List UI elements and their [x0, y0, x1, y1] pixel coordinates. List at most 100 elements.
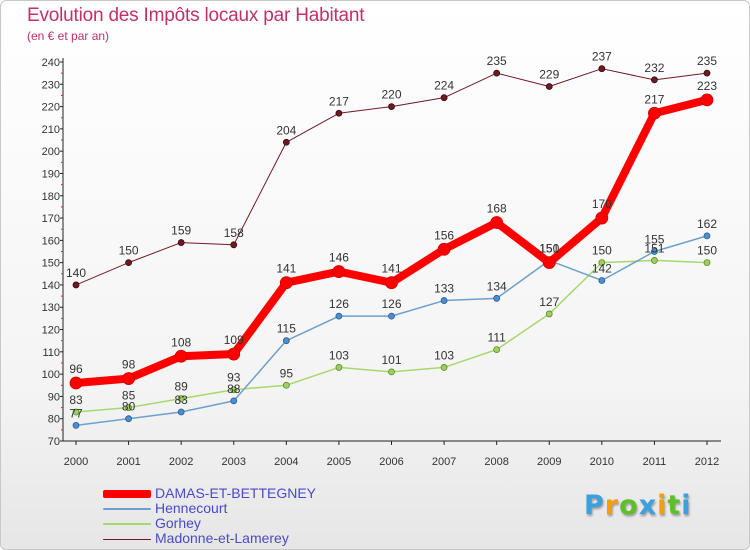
chart-subtitle: (en € et par an) [27, 29, 110, 43]
y-tick-label: 190 [42, 168, 60, 180]
logo-letter: x [638, 490, 658, 521]
data-label-gorhey: 151 [644, 241, 664, 255]
data-point-madonne-et-lamerey [598, 65, 606, 73]
data-label-madonne-et-lamerey: 159 [171, 224, 191, 238]
data-label-gorhey: 93 [227, 371, 241, 385]
x-tick-label: 2001 [116, 456, 140, 468]
data-label-hennecourt: 155 [644, 233, 664, 247]
data-label-damas-et-bettegney: 141 [381, 262, 401, 276]
data-label-hennecourt: 151 [539, 241, 559, 255]
y-tick-label: 210 [42, 124, 60, 136]
data-point-gorhey [230, 386, 238, 394]
data-label-hennecourt: 80 [122, 400, 136, 414]
data-label-gorhey: 111 [488, 331, 507, 345]
data-label-madonne-et-lamerey: 229 [539, 68, 559, 82]
y-tick-label: 90 [48, 391, 60, 403]
legend-swatch [103, 523, 151, 525]
data-label-damas-et-bettegney: 98 [122, 358, 136, 372]
data-label-gorhey: 89 [174, 380, 188, 394]
data-label-hennecourt: 133 [434, 282, 454, 296]
data-point-hennecourt [282, 337, 290, 345]
y-tick-label: 120 [42, 325, 60, 337]
logo-letter: i [681, 490, 692, 521]
data-point-gorhey [440, 364, 448, 371]
data-point-hennecourt [651, 248, 658, 255]
data-label-gorhey: 83 [69, 393, 83, 407]
data-point-gorhey [545, 310, 553, 318]
data-point-damas-et-bettegney [69, 376, 83, 390]
y-tick-label: 240 [42, 57, 60, 69]
proxiti-logo: Proxiti [584, 490, 692, 521]
data-label-damas-et-bettegney: 141 [276, 262, 296, 276]
data-point-hennecourt [440, 297, 448, 304]
data-point-hennecourt [335, 312, 343, 320]
data-label-gorhey: 127 [539, 295, 559, 309]
data-label-hennecourt: 83 [174, 393, 188, 407]
logo-letter: i [657, 490, 668, 521]
x-tick-label: 2002 [169, 456, 193, 468]
data-label-damas-et-bettegney: 109 [224, 333, 244, 347]
data-label-damas-et-bettegney: 96 [69, 362, 83, 376]
data-label-gorhey: 103 [329, 348, 349, 362]
data-label-hennecourt: 126 [381, 297, 401, 311]
data-point-madonne-et-lamerey [125, 259, 132, 267]
logo-letter: P [584, 490, 605, 521]
data-label-madonne-et-lamerey: 140 [66, 266, 86, 280]
x-tick-label: 2008 [484, 456, 508, 468]
data-point-gorhey [388, 368, 395, 376]
y-tick-label: 230 [42, 79, 60, 91]
x-tick-label: 2006 [379, 456, 403, 468]
legend-swatch [103, 538, 151, 540]
data-label-damas-et-bettegney: 223 [697, 79, 717, 93]
data-label-hennecourt: 134 [487, 279, 507, 293]
data-point-gorhey [598, 259, 606, 267]
x-tick-label: 2005 [327, 456, 351, 468]
data-label-gorhey: 103 [434, 348, 454, 362]
legend-swatch [103, 490, 151, 498]
y-tick-label: 150 [42, 258, 60, 270]
data-label-madonne-et-lamerey: 150 [119, 244, 139, 258]
x-tick-label: 2011 [643, 456, 667, 468]
data-point-madonne-et-lamerey [440, 94, 448, 102]
data-label-madonne-et-lamerey: 235 [487, 54, 507, 68]
data-point-madonne-et-lamerey [545, 83, 553, 90]
data-point-damas-et-bettegney [332, 265, 346, 278]
data-label-madonne-et-lamerey: 232 [644, 61, 664, 75]
y-tick-label: 180 [42, 191, 60, 203]
x-tick-label: 2003 [222, 456, 246, 468]
legend-label: Hennecourt [155, 500, 228, 516]
data-point-damas-et-bettegney [279, 276, 293, 290]
logo-letter: t [667, 490, 682, 521]
x-tick-label: 2010 [590, 456, 614, 468]
data-point-gorhey [177, 395, 185, 403]
data-point-hennecourt [493, 294, 501, 302]
data-point-damas-et-bettegney [122, 372, 135, 385]
data-point-hennecourt [125, 415, 132, 423]
data-label-damas-et-bettegney: 217 [644, 92, 664, 106]
data-label-gorhey: 101 [381, 353, 401, 367]
y-tick-label: 200 [42, 146, 60, 158]
data-label-gorhey: 85 [122, 389, 136, 403]
data-point-gorhey [703, 259, 711, 267]
data-point-hennecourt [598, 277, 606, 284]
data-point-damas-et-bettegney [490, 216, 504, 229]
legend-swatch [103, 508, 151, 510]
data-label-gorhey: 150 [592, 244, 612, 258]
data-label-hennecourt: 77 [69, 406, 83, 420]
data-label-madonne-et-lamerey: 237 [592, 50, 612, 64]
data-label-gorhey: 150 [697, 244, 717, 258]
data-label-damas-et-bettegney: 168 [487, 202, 507, 216]
y-tick-label: 220 [42, 102, 60, 114]
x-tick-label: 2000 [64, 456, 88, 468]
y-tick-label: 100 [42, 369, 60, 381]
y-tick-label: 160 [42, 235, 60, 247]
data-point-damas-et-bettegney [227, 347, 241, 361]
legend-label: Madonne-et-Lamerey [155, 530, 289, 546]
data-point-damas-et-bettegney [437, 242, 451, 256]
data-label-damas-et-bettegney: 150 [539, 242, 559, 256]
data-point-gorhey [125, 404, 132, 411]
data-label-damas-et-bettegney: 146 [329, 251, 349, 265]
data-point-damas-et-bettegney [700, 93, 714, 107]
logo-letter: r [604, 490, 620, 521]
